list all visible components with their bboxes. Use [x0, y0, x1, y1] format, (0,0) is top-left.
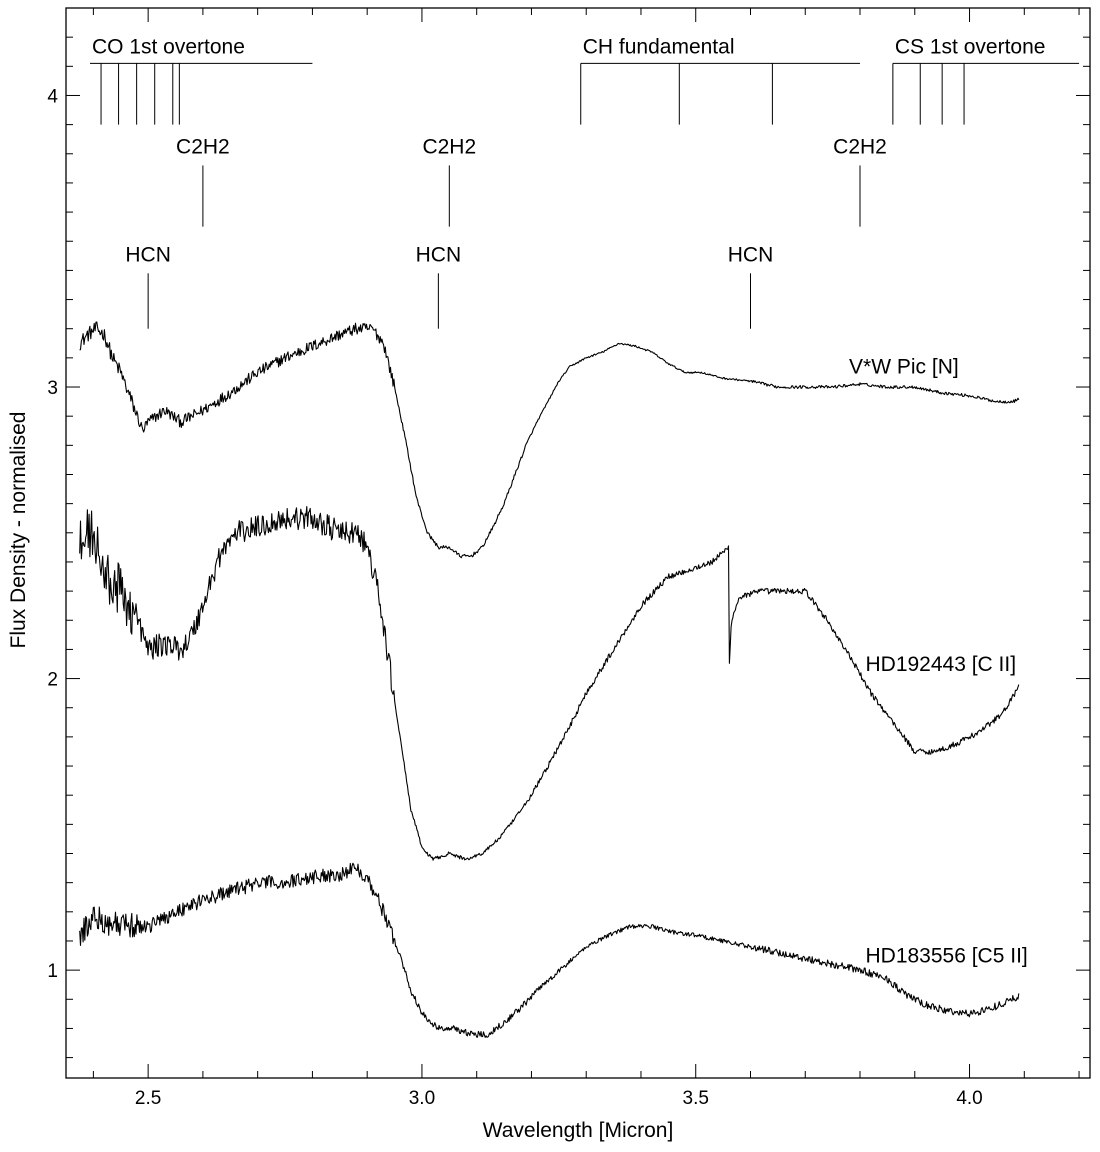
plot-frame: [65, 7, 1091, 1079]
x-tick-label: 2.5: [135, 1088, 161, 1109]
x-tick-label: 3.0: [409, 1088, 435, 1109]
y-tick-label: 1: [47, 961, 58, 982]
x-tick-label: 4.0: [956, 1088, 982, 1109]
spectrum-line: [79, 862, 1020, 1038]
y-tick-label: 3: [47, 378, 58, 399]
y-tick-label: 4: [47, 86, 58, 107]
series-label: HD192443 [C II]: [865, 653, 1016, 676]
band-label: CS 1st overtone: [895, 35, 1046, 58]
species-label: C2H2: [422, 135, 476, 158]
band-label: CH fundamental: [583, 35, 735, 58]
series-label: V*W Pic [N]: [849, 356, 959, 379]
series-label: HD183556 [C5 II]: [865, 945, 1027, 968]
y-axis-label: Flux Density - normalised: [7, 412, 30, 649]
species-label: HCN: [416, 243, 462, 266]
x-axis-label: Wavelength [Micron]: [483, 1119, 674, 1142]
axis-ticks: [66, 7, 1090, 1078]
species-label: HCN: [728, 243, 774, 266]
plot-area: 2.5 3.0 3.5 4.0 1 2 3 4 CO 1st overtone CH funda…: [47, 7, 1091, 1109]
spectra-series: V*W Pic [N] HD192443 [C II] HD183556 [C5 I…: [79, 321, 1028, 1038]
axis-tick-labels: 2.5 3.0 3.5 4.0 1 2 3 4: [47, 86, 982, 1109]
spectral-annotations: CO 1st overtone CH fundamental CS 1st over…: [90, 35, 1080, 329]
x-tick-label: 3.5: [683, 1088, 709, 1109]
species-label: C2H2: [176, 135, 230, 158]
species-label: C2H2: [833, 135, 887, 158]
spectrum-line: [79, 506, 1020, 861]
spectrum-line: [79, 321, 1020, 559]
band-label: CO 1st overtone: [92, 35, 245, 58]
y-tick-label: 2: [47, 670, 58, 691]
species-label: HCN: [125, 243, 171, 266]
